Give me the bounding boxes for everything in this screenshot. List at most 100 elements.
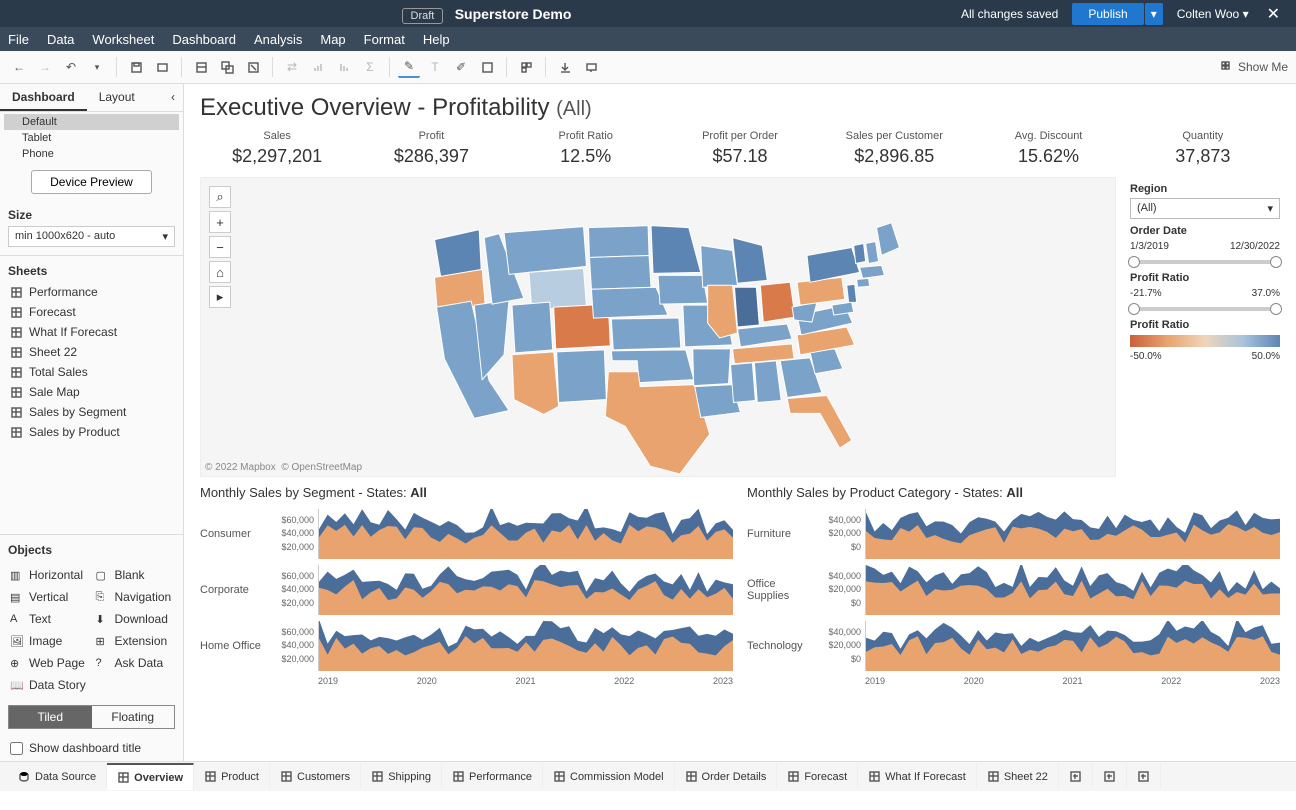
sheet-tab[interactable]: Customers <box>270 764 361 789</box>
object-data-story[interactable]: 📖Data Story <box>8 675 90 695</box>
state-VT[interactable] <box>854 244 866 264</box>
state-TX[interactable] <box>605 372 709 474</box>
object-navigation[interactable]: ⎘Navigation <box>94 587 176 607</box>
object-ask-data[interactable]: ?Ask Data <box>94 653 176 673</box>
sheet-tab[interactable]: Performance <box>442 764 543 789</box>
totals-icon[interactable]: Σ <box>359 56 381 78</box>
sheet-item[interactable]: Sales by Product <box>4 422 179 442</box>
back-icon[interactable]: ← <box>8 56 30 78</box>
swap-icon[interactable]: ⇄ <box>281 56 303 78</box>
floating-button[interactable]: Floating <box>92 706 175 728</box>
sheet-item[interactable]: Sale Map <box>4 382 179 402</box>
object-web-page[interactable]: ⊕Web Page <box>8 653 90 673</box>
menu-dashboard[interactable]: Dashboard <box>172 32 236 47</box>
sheet-tab[interactable]: Overview <box>107 763 194 790</box>
menu-data[interactable]: Data <box>47 32 74 47</box>
state-AL[interactable] <box>754 361 781 403</box>
new-data-icon[interactable] <box>151 56 173 78</box>
state-AR[interactable] <box>693 349 731 386</box>
sheet-tab[interactable]: Forecast <box>777 764 858 789</box>
state-UT[interactable] <box>512 302 553 353</box>
map-zoom-in-icon[interactable]: + <box>209 211 231 233</box>
sheet-item[interactable]: Forecast <box>4 302 179 322</box>
state-ND[interactable] <box>588 226 649 258</box>
highlight-icon[interactable]: ✎ <box>398 56 420 78</box>
undo-icon[interactable]: ↶ <box>60 56 82 78</box>
state-CT[interactable] <box>857 278 870 287</box>
state-FL[interactable] <box>787 396 852 449</box>
forward-icon[interactable]: → <box>34 56 56 78</box>
object-vertical[interactable]: ▤Vertical <box>8 587 90 607</box>
category-chart[interactable]: Monthly Sales by Product Category - Stat… <box>747 485 1280 686</box>
sheet-tab[interactable]: Commission Model <box>543 764 675 789</box>
tab-layout[interactable]: Layout <box>87 84 147 111</box>
menu-map[interactable]: Map <box>320 32 345 47</box>
object-horizontal[interactable]: ▥Horizontal <box>8 565 90 585</box>
sheet-tab[interactable]: Data Source <box>8 764 107 789</box>
tiled-button[interactable]: Tiled <box>9 706 92 728</box>
redo-dropdown-icon[interactable]: ▾ <box>86 56 108 78</box>
state-MN[interactable] <box>651 226 701 274</box>
map-search-icon[interactable]: ⌕ <box>209 186 231 208</box>
close-icon[interactable]: ✕ <box>1263 4 1284 24</box>
save-icon[interactable] <box>125 56 147 78</box>
sheet-item[interactable]: Sheet 22 <box>4 342 179 362</box>
state-SD[interactable] <box>589 255 651 289</box>
object-extension[interactable]: ⊞Extension <box>94 631 176 651</box>
state-NM[interactable] <box>557 350 607 403</box>
publish-dropdown[interactable]: ▾ <box>1145 3 1163 25</box>
state-WV[interactable] <box>792 302 817 322</box>
object-text[interactable]: AText <box>8 609 90 629</box>
download-icon[interactable] <box>554 56 576 78</box>
menu-file[interactable]: File <box>8 32 29 47</box>
region-dropdown[interactable]: (All)▾ <box>1130 198 1280 219</box>
object-blank[interactable]: ▢Blank <box>94 565 176 585</box>
format-icon[interactable]: ✐ <box>450 56 472 78</box>
sort-asc-icon[interactable] <box>307 56 329 78</box>
state-KY[interactable] <box>737 324 792 347</box>
menu-format[interactable]: Format <box>364 32 405 47</box>
state-WI[interactable] <box>701 246 738 288</box>
state-NH[interactable] <box>866 242 879 264</box>
fit-dropdown[interactable] <box>476 56 498 78</box>
new-worksheet-icon[interactable] <box>1059 764 1093 789</box>
menu-worksheet[interactable]: Worksheet <box>92 32 154 47</box>
state-MT[interactable] <box>504 227 586 275</box>
new-dashboard-icon[interactable] <box>1093 764 1127 789</box>
state-ME[interactable] <box>877 223 900 256</box>
segment-chart[interactable]: Monthly Sales by Segment - States: All C… <box>200 485 733 686</box>
map-viz[interactable]: ⌕ + − ⌂ ▸ © 2022 Mapbox © OpenStreetMap <box>200 177 1116 477</box>
device-tablet[interactable]: Tablet <box>4 130 179 146</box>
state-NY[interactable] <box>807 248 860 283</box>
sort-desc-icon[interactable] <box>333 56 355 78</box>
object-image[interactable]: 🖼Image <box>8 631 90 651</box>
sheet-tab[interactable]: Shipping <box>361 764 442 789</box>
sheet-item[interactable]: Total Sales <box>4 362 179 382</box>
size-dropdown[interactable]: min 1000x620 - auto▾ <box>8 226 175 247</box>
state-MA[interactable] <box>860 265 885 278</box>
menu-help[interactable]: Help <box>423 32 450 47</box>
state-NJ[interactable] <box>847 284 857 303</box>
state-MD[interactable] <box>832 302 854 315</box>
us-map[interactable] <box>201 178 1115 476</box>
state-NE[interactable] <box>591 287 667 318</box>
map-home-icon[interactable]: ⌂ <box>209 261 231 283</box>
date-slider[interactable] <box>1130 260 1280 264</box>
tab-dashboard[interactable]: Dashboard <box>0 84 87 111</box>
state-MI[interactable] <box>733 238 768 284</box>
state-AZ[interactable] <box>512 352 559 415</box>
menu-analysis[interactable]: Analysis <box>254 32 302 47</box>
state-IN[interactable] <box>734 287 759 327</box>
state-IA[interactable] <box>658 275 708 304</box>
sheet-tab[interactable]: Order Details <box>675 764 778 789</box>
device-default[interactable]: Default <box>4 114 179 130</box>
collapse-sidebar-icon[interactable]: ‹ <box>163 84 183 111</box>
map-pan-icon[interactable]: ▸ <box>209 286 231 308</box>
state-PA[interactable] <box>797 277 845 305</box>
sheet-tab[interactable]: Sheet 22 <box>977 764 1059 789</box>
show-me-icon[interactable]: Show Me <box>1221 56 1288 78</box>
device-preview-button[interactable]: Device Preview <box>31 170 152 194</box>
clear-icon[interactable] <box>242 56 264 78</box>
profit-ratio-slider[interactable] <box>1130 307 1280 311</box>
new-worksheet-icon[interactable] <box>190 56 212 78</box>
